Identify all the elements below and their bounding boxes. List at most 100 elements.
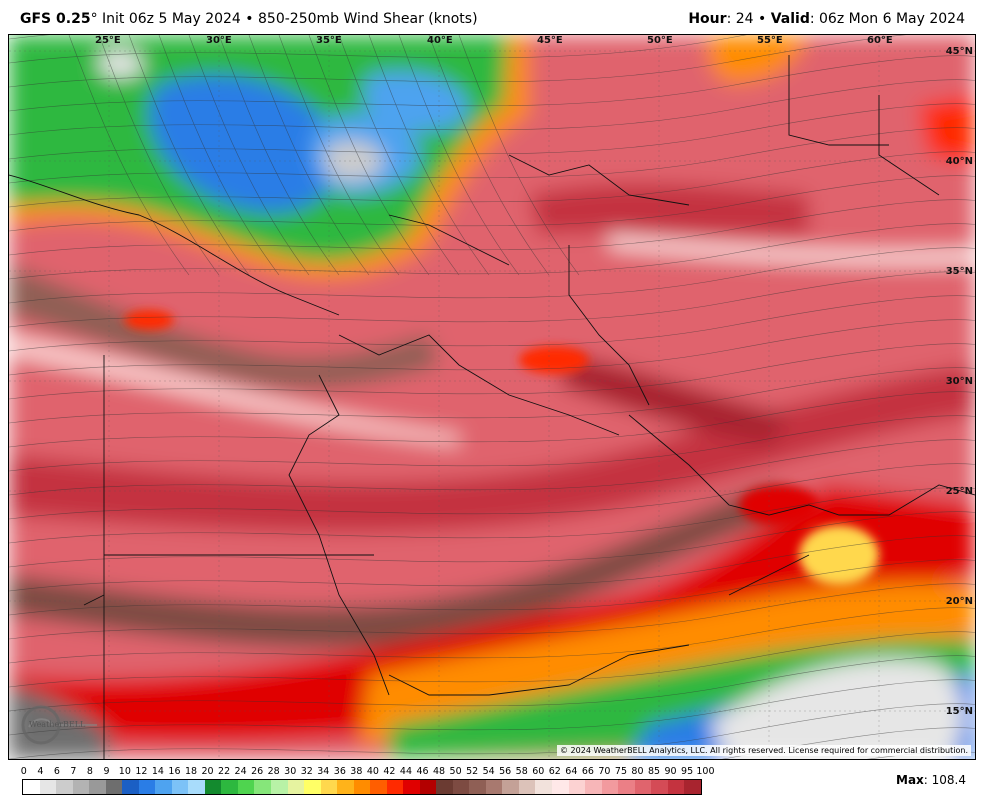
colorbar-swatch — [221, 780, 238, 794]
streamline — [9, 535, 975, 592]
colorbar-swatch — [188, 780, 205, 794]
streamline — [9, 463, 975, 520]
colorbar-label: 8 — [86, 766, 93, 777]
streamline — [9, 175, 975, 232]
colorbar-swatch — [452, 780, 470, 794]
streamline — [68, 35, 190, 276]
colorbar-label: 62 — [548, 766, 561, 777]
streamlines — [9, 35, 975, 759]
colorbar-swatches — [22, 779, 702, 795]
colorbar-label: 100 — [696, 766, 715, 777]
lon-label-35: 35°E — [316, 35, 342, 46]
shear-maxima — [124, 310, 879, 585]
colorbar-label: 95 — [681, 766, 694, 777]
streamline — [9, 103, 975, 160]
colorbar-label: 60 — [532, 766, 545, 777]
colorbar-swatch — [320, 780, 338, 794]
streamline — [9, 55, 975, 112]
colorbar-label: 22 — [218, 766, 231, 777]
lon-label-40: 40°E — [427, 35, 453, 46]
colorbar-swatch — [568, 780, 586, 794]
streamline — [9, 319, 975, 376]
streamline — [9, 343, 975, 400]
colorbar-label: 24 — [234, 766, 247, 777]
nile-coast — [288, 374, 390, 696]
colorbar-labels: 0 4 6 7 8 9 10 12 14 16 18 20 22 24 26 28 30 32 34 36 38 40 42… — [20, 766, 715, 778]
streamline — [9, 487, 975, 544]
colorbar-swatch — [204, 780, 222, 794]
colorbar-label: 20 — [201, 766, 214, 777]
init-time: Init 06z 5 May 2024 — [102, 11, 241, 27]
max-value: Max: 108.4 — [896, 773, 966, 787]
colorbar-swatch — [601, 780, 619, 794]
colorbar-label: 54 — [482, 766, 495, 777]
colorbar-label: 14 — [151, 766, 164, 777]
streamline — [9, 295, 975, 352]
colorbar-swatch — [122, 780, 139, 794]
colorbar-label: 46 — [416, 766, 429, 777]
colorbar-swatch — [535, 780, 552, 794]
colorbar-swatch — [651, 780, 668, 794]
colorbar-swatch — [138, 780, 156, 794]
streamline — [9, 655, 975, 712]
hour-value: : 24 — [726, 11, 754, 27]
lon-label-25: 25°E — [95, 35, 121, 46]
colorbar-swatch — [237, 780, 255, 794]
colorbar-label: 36 — [333, 766, 346, 777]
weatherbell-logo — [21, 705, 97, 745]
colorbar-label: 9 — [103, 766, 110, 777]
streamline — [98, 35, 220, 276]
colorbar-swatch — [171, 780, 189, 794]
streamline — [9, 511, 975, 568]
streamline — [308, 35, 430, 276]
colorbar-swatch — [89, 780, 106, 794]
hour-label: Hour — [688, 11, 727, 27]
colorbar-swatch — [585, 780, 602, 794]
colorbar-swatch — [469, 780, 486, 794]
colorbar-swatch — [667, 780, 685, 794]
streamline — [248, 35, 370, 276]
lat-label-45: 45°N — [945, 46, 973, 57]
streamline — [9, 35, 748, 64]
colorbar-swatch — [403, 780, 420, 794]
colorbar-swatch — [254, 780, 271, 794]
valid-label: Valid — [770, 11, 810, 27]
borders — [9, 55, 975, 759]
lat-label-30: 30°N — [945, 376, 973, 387]
colorbar-label: 90 — [664, 766, 677, 777]
colorbar-swatch — [634, 780, 652, 794]
streamline — [9, 583, 975, 640]
valid-info: Hour: 24 • Valid: 06z Mon 6 May 2024 — [688, 11, 965, 27]
colorbar-label: 48 — [432, 766, 446, 777]
map-canvas — [9, 35, 975, 759]
streamline — [9, 631, 975, 688]
colorbar-swatch — [419, 780, 437, 794]
streamline — [9, 247, 975, 304]
streamline — [9, 151, 975, 208]
streamline — [458, 35, 580, 276]
colorbar-label: 44 — [399, 766, 413, 777]
streamline — [188, 35, 310, 276]
colorbar-label: 26 — [251, 766, 264, 777]
colorbar-swatch — [155, 780, 172, 794]
colorbar-label: 0 — [20, 766, 27, 777]
streamline — [9, 607, 975, 664]
streamline — [9, 367, 975, 424]
colorbar-swatch — [436, 780, 453, 794]
lon-label-50: 50°E — [647, 35, 673, 46]
map-title: GFS 0.25° Init 06z 5 May 2024 • 850-250m… — [20, 11, 478, 27]
colorbar-swatch — [270, 780, 288, 794]
colorbar-label: 10 — [118, 766, 131, 777]
colorbar-label: 28 — [267, 766, 280, 777]
colorbar-label: 40 — [366, 766, 379, 777]
streamline — [398, 35, 520, 276]
streamline — [9, 679, 975, 736]
colorbar-label: 64 — [565, 766, 578, 777]
streamline — [158, 35, 280, 276]
colorbar-label: 18 — [184, 766, 198, 777]
colorbar: 0 4 6 7 8 9 10 12 14 16 18 20 22 24 26 28 30 32 34 36 38 40 42… — [20, 766, 715, 796]
lon-label-30: 30°E — [206, 35, 232, 46]
streamline — [9, 439, 975, 496]
colorbar-label: 38 — [350, 766, 363, 777]
streamline — [9, 223, 975, 280]
